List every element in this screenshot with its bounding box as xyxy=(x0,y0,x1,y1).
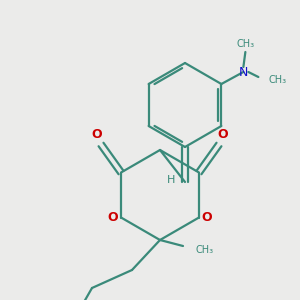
Text: N: N xyxy=(239,65,248,79)
Text: CH₃: CH₃ xyxy=(236,39,254,49)
Text: O: O xyxy=(202,211,212,224)
Text: CH₃: CH₃ xyxy=(196,245,214,255)
Text: O: O xyxy=(218,128,228,141)
Text: O: O xyxy=(92,128,102,141)
Text: H: H xyxy=(167,175,175,185)
Text: O: O xyxy=(108,211,118,224)
Text: CH₃: CH₃ xyxy=(268,75,286,85)
